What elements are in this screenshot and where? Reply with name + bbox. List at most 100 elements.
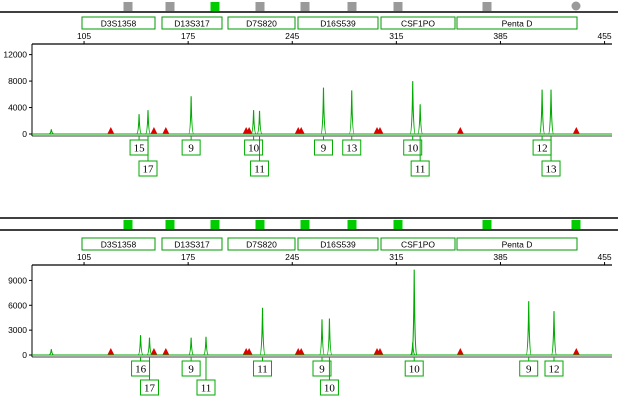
y-tick-label: 0 xyxy=(22,129,27,139)
size-standard-peak xyxy=(376,348,384,355)
trace-peak xyxy=(48,129,54,135)
allele-label: 12 xyxy=(537,143,548,155)
allele-box xyxy=(244,139,264,156)
locus-label: D3S1358 xyxy=(101,19,137,29)
x-tick-label: 385 xyxy=(493,31,507,41)
x-tick-label: 315 xyxy=(389,252,403,262)
trace-peak xyxy=(48,349,54,356)
trace-peak xyxy=(146,337,153,356)
size-standard-peak xyxy=(107,127,115,134)
locus-box xyxy=(81,16,156,30)
allele-label: 10 xyxy=(248,143,260,155)
locus-label: D13S317 xyxy=(174,240,210,250)
trace-peak xyxy=(188,96,195,135)
allele-box xyxy=(342,139,362,156)
trace-peak xyxy=(144,110,152,135)
size-standard-peak xyxy=(297,127,305,134)
locus-label: D3S1358 xyxy=(101,240,137,250)
x-tick-label: 455 xyxy=(597,252,611,262)
allele-label: 9 xyxy=(526,364,532,376)
y-tick-label: 0 xyxy=(22,350,27,360)
bin-marker xyxy=(482,2,492,11)
chart-panel-1: D3S1358 D13S317 D7S820 D16S539 CSF1PO Penta D… xyxy=(0,1,618,177)
x-tick-label: 385 xyxy=(493,252,507,262)
y-tick-label: 3000 xyxy=(8,325,27,335)
trace-peak xyxy=(411,269,418,356)
trace-peak xyxy=(550,311,558,356)
allele-box xyxy=(544,360,564,377)
y-tick-label: 4000 xyxy=(8,103,27,113)
size-standard-peak xyxy=(456,348,464,355)
allele-box xyxy=(253,360,273,377)
trace-peak xyxy=(326,318,333,356)
trace-peak xyxy=(409,81,416,135)
locus-label: D7S820 xyxy=(246,19,277,29)
locus-box xyxy=(456,16,578,30)
bin-marker xyxy=(255,2,265,11)
bin-marker xyxy=(300,2,310,11)
allele-label: 12 xyxy=(549,364,560,376)
chart-panel-2: D3S1358 D13S317 D7S820 D16S539 CSF1PO Penta D… xyxy=(0,217,618,396)
trace-peak xyxy=(539,89,546,135)
size-standard-peak xyxy=(150,127,158,134)
x-tick-label: 175 xyxy=(181,252,195,262)
x-tick-label: 315 xyxy=(389,31,403,41)
allele-label: 11 xyxy=(415,164,426,176)
bin-marker xyxy=(482,220,492,229)
allele-label: 17 xyxy=(143,164,155,176)
size-standard-peak xyxy=(150,348,158,355)
size-standard-peak xyxy=(245,348,253,355)
locus-label: CSF1PO xyxy=(401,240,435,250)
size-standard-peak xyxy=(162,127,170,134)
trace-peak xyxy=(203,336,209,356)
allele-label: 11 xyxy=(254,164,265,176)
allele-box xyxy=(541,160,561,177)
locus-box xyxy=(227,237,296,251)
size-standard-peak xyxy=(245,127,253,134)
size-standard-peak xyxy=(572,348,580,355)
size-standard-peak xyxy=(297,348,305,355)
bin-marker xyxy=(210,2,220,11)
locus-label: Penta D xyxy=(502,19,533,29)
x-tick-label: 175 xyxy=(181,31,195,41)
allele-box xyxy=(181,360,201,377)
allele-box xyxy=(196,379,216,396)
allele-box xyxy=(250,160,270,177)
allele-label: 10 xyxy=(407,143,419,155)
locus-box xyxy=(227,16,296,30)
bin-marker xyxy=(210,220,220,229)
size-standard-peak xyxy=(376,127,384,134)
allele-label: 10 xyxy=(324,383,336,395)
x-tick-label: 105 xyxy=(77,252,91,262)
size-standard-peak xyxy=(107,348,115,355)
bin-marker xyxy=(255,220,265,229)
size-standard-peak xyxy=(572,127,580,134)
bin-marker xyxy=(165,2,175,11)
locus-box xyxy=(297,237,379,251)
allele-label: 9 xyxy=(319,364,325,376)
y-tick-label: 6000 xyxy=(8,300,27,310)
bin-marker xyxy=(571,1,581,11)
locus-box xyxy=(380,237,456,251)
allele-label: 9 xyxy=(321,143,327,155)
trace-peak xyxy=(137,335,144,356)
allele-box xyxy=(139,379,159,396)
bin-marker xyxy=(165,220,175,229)
trace-peak xyxy=(525,301,532,356)
trace-peak xyxy=(259,307,266,356)
trace-peak xyxy=(318,319,326,356)
bin-marker xyxy=(571,220,581,229)
trace-peak xyxy=(348,90,355,135)
trace-peak xyxy=(320,87,327,135)
allele-label: 13 xyxy=(346,143,358,155)
allele-label: 11 xyxy=(201,383,212,395)
trace-peak xyxy=(188,337,194,356)
x-tick-label: 455 xyxy=(597,31,611,41)
locus-label: D16S539 xyxy=(320,240,356,250)
locus-box xyxy=(297,16,379,30)
allele-box xyxy=(410,160,430,177)
allele-box xyxy=(519,360,539,377)
locus-box xyxy=(161,16,223,30)
allele-box xyxy=(312,360,332,377)
allele-box xyxy=(138,160,158,177)
